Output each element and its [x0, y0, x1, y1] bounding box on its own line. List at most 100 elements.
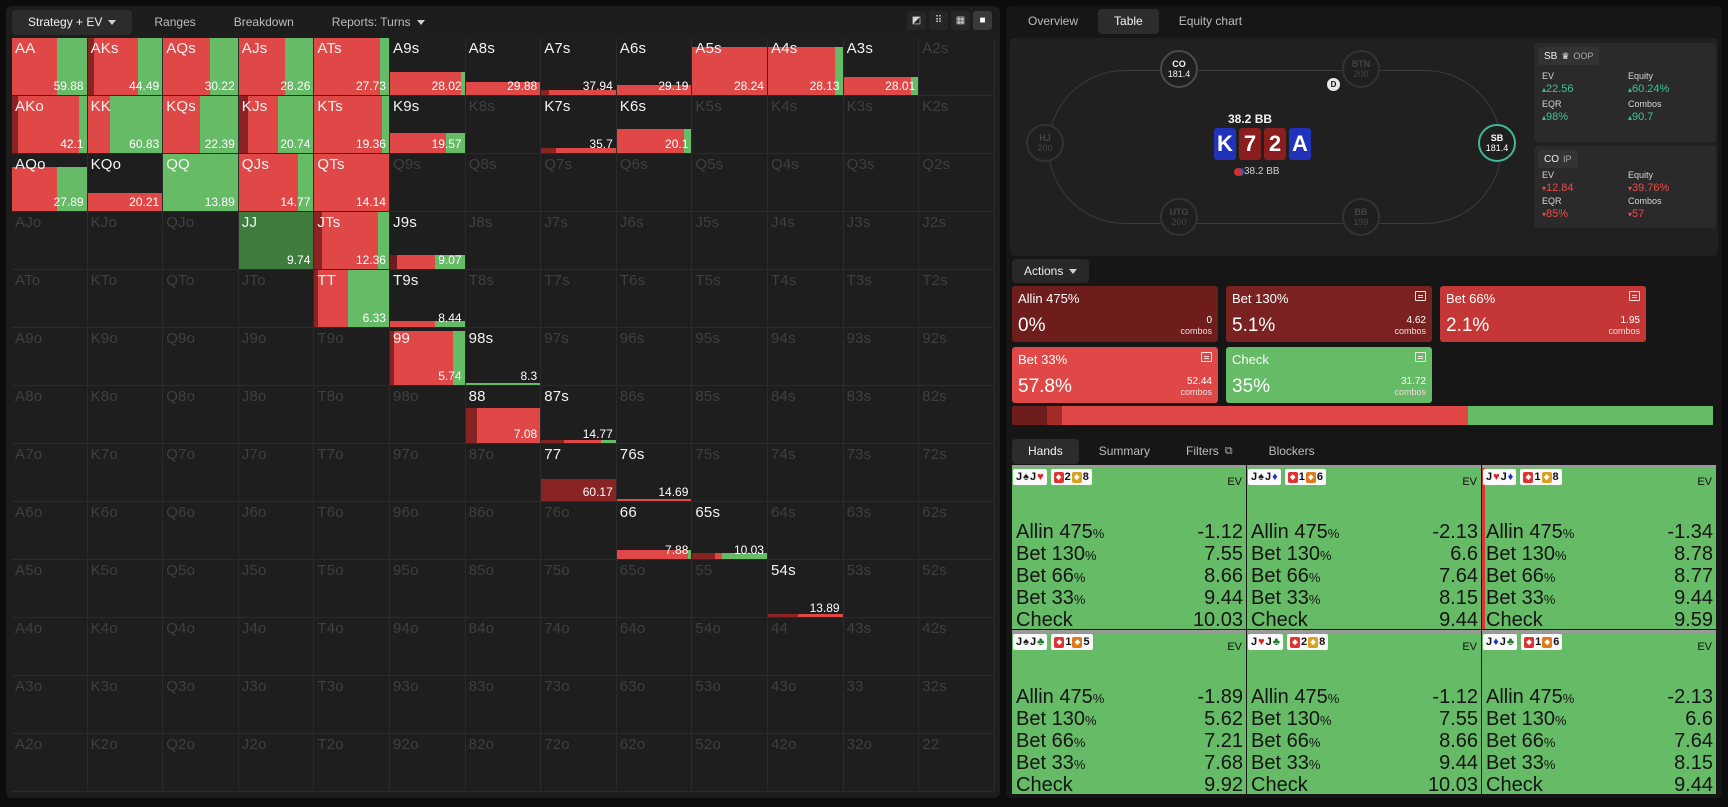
hand-cell-j5o[interactable]: J5o: [238, 560, 315, 618]
hand-cell-85o[interactable]: 85o: [465, 560, 542, 618]
hand-cell-22[interactable]: 22: [919, 734, 995, 792]
hand-cell-64o[interactable]: 64o: [616, 618, 693, 676]
compact-view-icon[interactable]: ⠿: [929, 11, 948, 30]
tab-overview[interactable]: Overview: [1012, 9, 1094, 34]
hand-cell-k8s[interactable]: K8s: [465, 96, 542, 154]
hand-cell-q5s[interactable]: Q5s: [692, 154, 768, 212]
hand-cell-jto[interactable]: JTo: [238, 270, 315, 328]
hand-cell-q3o[interactable]: Q3o: [163, 676, 239, 734]
hand-cell-t6o[interactable]: T6o: [314, 502, 390, 560]
details-icon[interactable]: [1415, 352, 1426, 362]
hand-cell-75o[interactable]: 75o: [541, 560, 617, 618]
hand-cell-66[interactable]: 66 7.88: [616, 502, 693, 560]
hand-cell-j5s[interactable]: J5s: [692, 212, 768, 270]
grid-view-icon[interactable]: ▦: [951, 11, 970, 30]
hand-cell-72s[interactable]: 72s: [919, 444, 995, 502]
hand-cell-96s[interactable]: 96s: [616, 328, 693, 386]
hand-cell-qjs[interactable]: QJs 14.77: [238, 154, 315, 212]
hand-cell-q7s[interactable]: Q7s: [541, 154, 617, 212]
hand-cell-kk[interactable]: KK 60.83: [87, 96, 164, 154]
hand-cell-q3s[interactable]: Q3s: [843, 154, 920, 212]
hand-cell-93s[interactable]: 93s: [843, 328, 920, 386]
hand-cell-j8o[interactable]: J8o: [238, 386, 315, 444]
hand-cell-q6o[interactable]: Q6o: [163, 502, 239, 560]
hand-cell-a7o[interactable]: A7o: [12, 444, 88, 502]
hand-cell-72o[interactable]: 72o: [541, 734, 617, 792]
hand-cell-a5o[interactable]: A5o: [12, 560, 88, 618]
hand-cell-63o[interactable]: 63o: [616, 676, 693, 734]
hand-cell-76s[interactable]: 76s 14.69: [616, 444, 693, 502]
hand-cell-qq[interactable]: QQ 13.89: [163, 154, 239, 212]
hand-cell-t4s[interactable]: T4s: [768, 270, 844, 328]
hand-cell-q5o[interactable]: Q5o: [163, 560, 239, 618]
hand-cell-53s[interactable]: 53s: [843, 560, 920, 618]
hand-cell-87s[interactable]: 87s 14.77: [541, 386, 617, 444]
hand-cell-ako[interactable]: AKo 42.1: [12, 96, 88, 154]
seat-sb[interactable]: SB 181.4: [1478, 124, 1516, 162]
hand-card[interactable]: J ♥ J ♦ ◆ 1 ◆ 8 EV Allin 475% -1.34 Bet 130% 8.78 Bet…: [1482, 465, 1716, 631]
hand-cell-t5o[interactable]: T5o: [314, 560, 390, 618]
hand-cell-q4s[interactable]: Q4s: [768, 154, 844, 212]
hand-cell-k7s[interactable]: K7s 35.7: [541, 96, 617, 154]
hand-cell-a8o[interactable]: A8o: [12, 386, 88, 444]
toggle-view-icon[interactable]: ◩: [907, 11, 926, 30]
hand-cell-94o[interactable]: 94o: [390, 618, 466, 676]
hand-cell-42o[interactable]: 42o: [768, 734, 844, 792]
hand-cell-k8o[interactable]: K8o: [87, 386, 164, 444]
action-bet-130-[interactable]: Bet 130% 5.1% 4.62 combos: [1226, 286, 1432, 342]
hand-cell-k9o[interactable]: K9o: [87, 328, 164, 386]
action-bet-33-[interactable]: Bet 33% 57.8% 52.44 combos: [1012, 347, 1218, 403]
hand-cell-j6s[interactable]: J6s: [616, 212, 693, 270]
hand-cell-92o[interactable]: 92o: [390, 734, 466, 792]
hand-cell-j7o[interactable]: J7o: [238, 444, 315, 502]
hand-cell-44[interactable]: 44: [768, 618, 844, 676]
hand-cell-kqs[interactable]: KQs 22.39: [163, 96, 239, 154]
hand-cell-t3s[interactable]: T3s: [843, 270, 920, 328]
hand-cell-a4o[interactable]: A4o: [12, 618, 88, 676]
hand-cell-qts[interactable]: QTs 14.14: [314, 154, 390, 212]
hand-cell-a3o[interactable]: A3o: [12, 676, 88, 734]
hand-cell-86s[interactable]: 86s: [616, 386, 693, 444]
seat-co[interactable]: CO 181.4: [1160, 50, 1198, 88]
hand-cell-qto[interactable]: QTo: [163, 270, 239, 328]
hand-cell-a9s[interactable]: A9s 28.02: [390, 38, 466, 96]
hand-cell-a7s[interactable]: A7s 37.94: [541, 38, 617, 96]
hand-cell-a3s[interactable]: A3s 28.01: [843, 38, 920, 96]
hand-cell-k2s[interactable]: K2s: [919, 96, 995, 154]
tab-table[interactable]: Table: [1098, 9, 1159, 34]
hand-cell-62s[interactable]: 62s: [919, 502, 995, 560]
single-view-icon[interactable]: ■: [973, 11, 992, 30]
tab-filters[interactable]: Filters ⧉: [1170, 439, 1249, 464]
hand-cell-32s[interactable]: 32s: [919, 676, 995, 734]
hand-cell-q2s[interactable]: Q2s: [919, 154, 995, 212]
hand-cell-a8s[interactable]: A8s 29.88: [465, 38, 542, 96]
hand-cell-kjs[interactable]: KJs 20.74: [238, 96, 315, 154]
hand-cell-j9o[interactable]: J9o: [238, 328, 315, 386]
hand-cell-tt[interactable]: TT 6.33: [314, 270, 390, 328]
hand-cell-j3o[interactable]: J3o: [238, 676, 315, 734]
hand-cell-j8s[interactable]: J8s: [465, 212, 542, 270]
hand-cell-77[interactable]: 77 60.17: [541, 444, 617, 502]
hand-cell-33[interactable]: 33: [843, 676, 920, 734]
hand-cell-j7s[interactable]: J7s: [541, 212, 617, 270]
hand-card[interactable]: J ♦ J ♣ ◆ 1 ◆ 6 EV Allin 475% -2.13 Bet 130% 6.6 Bet …: [1482, 630, 1716, 796]
hand-cell-t2o[interactable]: T2o: [314, 734, 390, 792]
tab-summary[interactable]: Summary: [1083, 439, 1166, 464]
hand-cell-t3o[interactable]: T3o: [314, 676, 390, 734]
hand-cell-k4s[interactable]: K4s: [768, 96, 844, 154]
hand-cell-k4o[interactable]: K4o: [87, 618, 164, 676]
hand-cell-t9s[interactable]: T9s 8.44: [390, 270, 466, 328]
hand-cell-73o[interactable]: 73o: [541, 676, 617, 734]
seat-btn[interactable]: BTN 200: [1342, 50, 1380, 88]
seat-bb[interactable]: BB 199: [1342, 198, 1380, 236]
hand-cell-43o[interactable]: 43o: [768, 676, 844, 734]
hand-cell-52s[interactable]: 52s: [919, 560, 995, 618]
hand-cell-k7o[interactable]: K7o: [87, 444, 164, 502]
hand-cell-ato[interactable]: ATo: [12, 270, 88, 328]
details-icon[interactable]: [1201, 352, 1212, 362]
hand-cell-74o[interactable]: 74o: [541, 618, 617, 676]
hand-cell-t9o[interactable]: T9o: [314, 328, 390, 386]
hand-cell-42s[interactable]: 42s: [919, 618, 995, 676]
hand-cell-85s[interactable]: 85s: [692, 386, 768, 444]
hand-cell-aqo[interactable]: AQo 27.89: [12, 154, 88, 212]
